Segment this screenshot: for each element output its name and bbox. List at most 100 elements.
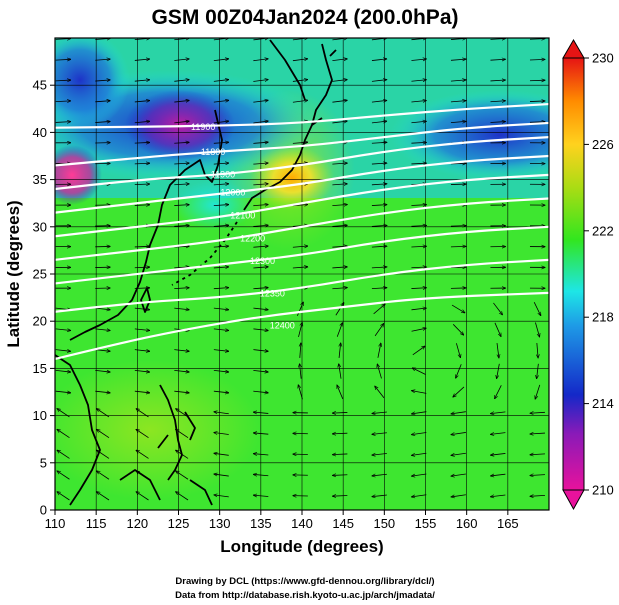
wind-arrow xyxy=(529,39,545,40)
wind-arrow xyxy=(411,59,426,61)
wind-arrow xyxy=(411,80,426,82)
wind-arrow xyxy=(253,433,269,434)
wind-arrow xyxy=(174,121,189,123)
wind-arrow xyxy=(253,80,268,82)
x-tick-label: 155 xyxy=(415,516,437,531)
cold-core-magenta xyxy=(125,90,235,160)
wind-arrow xyxy=(176,429,189,439)
wind-arrow xyxy=(95,329,110,331)
wind-arrow xyxy=(134,163,150,164)
wind-arrow xyxy=(298,385,303,400)
wind-arrow xyxy=(253,121,268,123)
y-tick-label: 40 xyxy=(33,125,47,140)
wind-arrow xyxy=(332,205,347,206)
wind-arrow xyxy=(377,364,382,379)
wind-arrow xyxy=(214,453,229,456)
wind-arrow xyxy=(494,322,501,337)
wind-arrow xyxy=(411,100,426,102)
cold-region-northwest-edge xyxy=(55,38,130,130)
colorbar-body xyxy=(562,57,585,491)
plot-area: 11900 11800 11900 12000 12100 12200 12300 12350… xyxy=(55,38,549,510)
wind-arrow xyxy=(214,433,229,435)
y-axis: 0 5 10 15 20 25 30 35 40 45 xyxy=(33,78,55,518)
x-tick-label: 165 xyxy=(497,516,519,531)
coastline-philippines xyxy=(157,384,196,481)
wind-arrow xyxy=(253,59,268,61)
x-axis-label: Longitude (degrees) xyxy=(220,537,383,556)
wind-arrow xyxy=(174,391,189,393)
wind-arrow xyxy=(97,492,110,501)
wind-arrow xyxy=(174,350,189,352)
wind-arrow xyxy=(136,429,149,439)
wind-arrow xyxy=(371,100,387,102)
wind-arrow xyxy=(411,308,426,310)
y-tick-label: 15 xyxy=(33,361,47,376)
wind-arrow xyxy=(213,391,229,393)
wind-arrow xyxy=(292,142,308,143)
contour-label: 12350 xyxy=(260,288,285,298)
wind-arrow xyxy=(136,450,149,459)
wind-arrow xyxy=(412,391,427,394)
wind-arrow xyxy=(411,163,426,164)
wind-arrow xyxy=(214,474,229,477)
wind-arrow xyxy=(95,308,110,310)
wind-arrow xyxy=(214,412,229,415)
height-contour xyxy=(55,154,549,214)
wind-arrow xyxy=(374,324,384,337)
colorbar-tick-label: 222 xyxy=(592,223,614,238)
wind-arrow xyxy=(213,225,229,226)
colorbar-tick-label: 218 xyxy=(592,310,614,325)
wind-arrow xyxy=(372,454,387,456)
wind-arrow xyxy=(55,350,71,352)
wind-arrow xyxy=(253,204,268,205)
wind-arrow xyxy=(174,205,189,206)
wind-arrow xyxy=(332,59,347,61)
wind-arrow xyxy=(412,368,426,375)
wind-arrow xyxy=(176,471,189,480)
wind-arrow xyxy=(495,385,502,398)
wind-arrow xyxy=(292,204,308,205)
height-contour xyxy=(55,136,549,191)
colorbar-tick-label: 214 xyxy=(592,396,614,411)
wind-arrow xyxy=(450,80,466,81)
wind-arrow xyxy=(213,100,229,102)
wind-arrow xyxy=(490,80,505,81)
wind-arrow xyxy=(134,246,150,247)
wind-arrow xyxy=(497,363,500,379)
wind-arrow xyxy=(134,308,150,310)
contour-label: 12400 xyxy=(270,321,295,331)
wind-arrow xyxy=(332,225,347,226)
wind-arrow xyxy=(174,225,189,226)
wind-arrow xyxy=(134,59,150,60)
wind-arrow xyxy=(176,409,189,418)
wind-arrow xyxy=(95,101,110,102)
wind-arrow xyxy=(174,370,189,372)
wind-arrow xyxy=(451,452,466,455)
wind-arrow xyxy=(491,433,506,435)
height-contour xyxy=(55,102,549,129)
y-tick-label: 45 xyxy=(33,78,47,93)
wind-arrow xyxy=(332,495,348,496)
wind-arrow xyxy=(491,453,506,455)
contour-label: 11800 xyxy=(201,147,225,157)
wind-arrow xyxy=(332,80,347,82)
wind-arrow xyxy=(55,329,71,331)
wind-arrow xyxy=(411,452,427,455)
wind-arrow xyxy=(253,329,268,331)
wind-arrow xyxy=(371,163,387,164)
wind-arrow xyxy=(535,384,541,399)
coastlines xyxy=(55,39,337,506)
grid xyxy=(55,38,549,510)
wind-arrow xyxy=(373,304,385,315)
coastline-ryukyu xyxy=(171,221,238,286)
wind-arrow xyxy=(336,323,342,337)
x-tick-label: 125 xyxy=(168,516,190,531)
wind-arrow xyxy=(55,391,71,393)
wind-arrow xyxy=(451,494,466,497)
wind-arrow xyxy=(453,386,465,397)
coastline-russia xyxy=(269,39,306,101)
wind-arrow xyxy=(55,122,71,123)
wind-arrow xyxy=(332,433,348,434)
wind-arrow xyxy=(55,370,71,372)
